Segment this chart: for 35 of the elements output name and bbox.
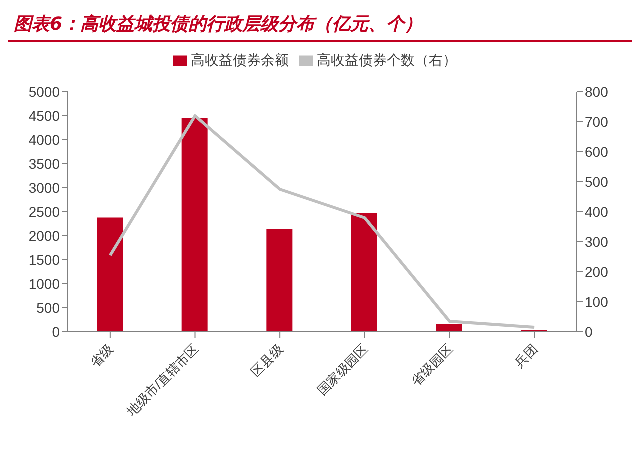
y2-tick-label: 200 (585, 264, 609, 280)
y-tick-label: 4500 (28, 108, 60, 124)
y-tick-label: 1500 (28, 252, 60, 268)
line-series (108, 114, 536, 329)
bar (182, 118, 208, 332)
y2-tick-label: 0 (585, 324, 593, 340)
bar (352, 213, 378, 332)
y-tick-label: 3000 (28, 180, 60, 196)
x-tick-label: 地级市/直辖市区 (123, 342, 202, 420)
legend-label: 高收益债券个数（右） (317, 52, 457, 68)
y2-tick-label: 300 (585, 234, 609, 250)
y-tick-label: 4000 (28, 132, 60, 148)
y2-tick-label: 600 (585, 144, 609, 160)
y-tick-label: 2000 (28, 228, 60, 244)
legend-label: 高收益债券余额 (191, 52, 289, 68)
y-tick-label: 2500 (28, 204, 60, 220)
bar (436, 324, 462, 332)
y-tick-label: 1000 (28, 276, 60, 292)
x-tick-label: 区县级 (248, 342, 286, 380)
bar (97, 218, 123, 332)
x-tick-label: 兵团 (512, 342, 541, 371)
y-tick-label: 0 (52, 324, 60, 340)
x-tick-label: 省级园区 (408, 342, 456, 389)
y2-tick-label: 500 (585, 174, 609, 190)
y2-tick-label: 400 (585, 204, 609, 220)
x-tick-label: 国家级园区 (314, 342, 372, 398)
chart-title: 图表6：高收益城投债的行政层级分布（亿元、个） (8, 8, 632, 42)
y-tick-label: 3500 (28, 156, 60, 172)
bar (266, 229, 293, 332)
y-tick-label: 500 (36, 300, 60, 316)
y2-tick-label: 100 (585, 294, 609, 310)
y-tick-label: 5000 (28, 84, 60, 100)
y2-tick-label: 800 (585, 84, 609, 100)
y2-tick-label: 700 (585, 114, 609, 130)
x-tick-label: 省级 (88, 342, 117, 371)
